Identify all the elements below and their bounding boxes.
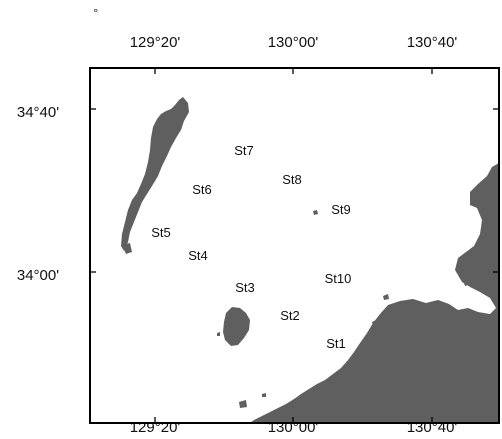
tsushima-south-isle (122, 243, 132, 254)
station-label: St10 (325, 271, 352, 286)
station-label: St9 (331, 202, 351, 217)
corner-degree-mark: ° (93, 7, 99, 20)
tsushima-island (121, 97, 189, 251)
iki-islet (217, 332, 220, 336)
coast-islet (383, 294, 389, 300)
station-label: St4 (188, 248, 208, 263)
map-area: St7 St8 St6 St9 St5 St4 St10 St3 St2 St1 (89, 67, 500, 424)
top-tick-label: 130°00' (268, 34, 319, 51)
coast-islet (239, 400, 247, 408)
top-tick-label: 129°20' (130, 34, 181, 51)
iki-island (223, 307, 250, 346)
frame-ticks (90, 68, 499, 423)
station-label: St7 (234, 143, 254, 158)
station-label: St2 (280, 308, 300, 323)
coast-islet (463, 277, 471, 286)
station-label: St1 (326, 336, 346, 351)
station-label: St5 (151, 225, 171, 240)
map-frame (89, 67, 500, 424)
top-tick-label: 130°40' (407, 34, 458, 51)
station-label: St6 (192, 182, 212, 197)
left-tick-label: 34°40' (17, 104, 59, 121)
left-tick-label: 34°00' (17, 267, 59, 284)
kyushu-mainland (250, 163, 499, 423)
coast-islet (372, 320, 377, 326)
station-label: St3 (235, 280, 255, 295)
coast-islet (262, 393, 266, 397)
islet-near-st9 (313, 210, 318, 215)
station-label: St8 (282, 172, 302, 187)
